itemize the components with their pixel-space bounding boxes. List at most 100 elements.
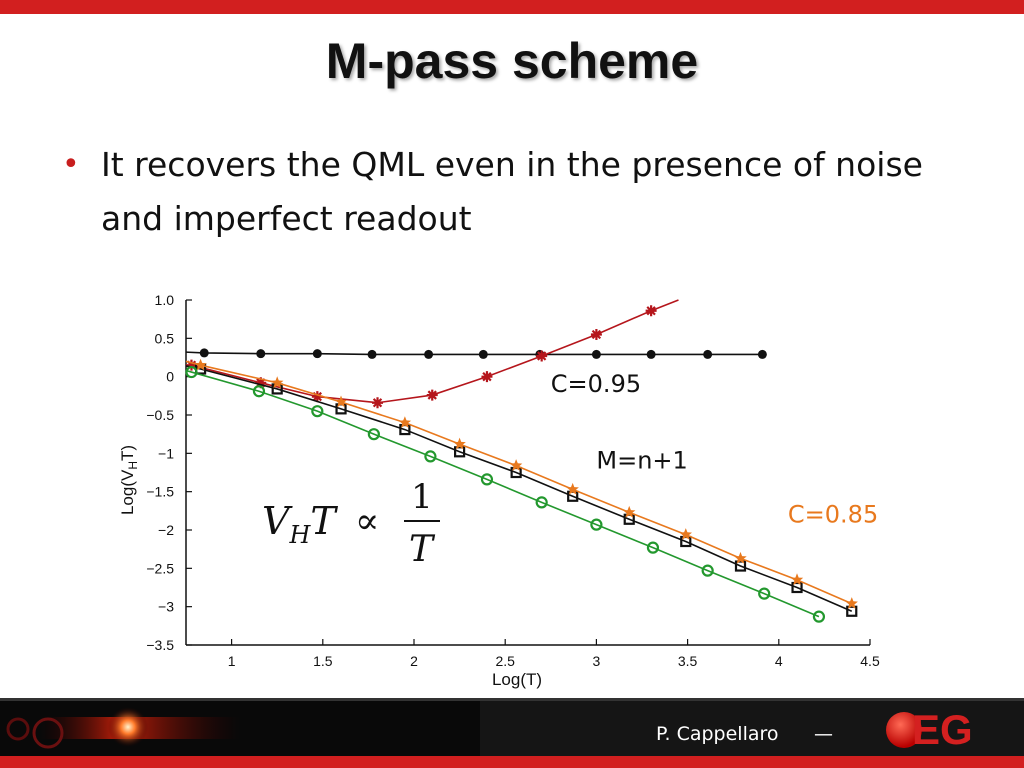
chart-axes: 1 1.5 2 2.5 3 3.5 4 4.5 1.0 0.5 0 −0.5 −1 −1.5 −2 −2.5 −… [146, 292, 880, 669]
data-point-circle [701, 564, 714, 577]
series-line [191, 299, 679, 404]
footer-separator: — [814, 723, 833, 745]
y-tick-label: −3 [158, 599, 174, 615]
chart-series [185, 363, 858, 617]
y-tick-label: 0 [166, 369, 174, 385]
data-point-star [734, 551, 747, 564]
x-tick-label: 4 [775, 653, 783, 669]
data-point-asterisk [185, 359, 197, 371]
data-point-asterisk [255, 377, 267, 389]
top-accent-bar [0, 0, 1024, 14]
data-point-circle [480, 473, 494, 486]
data-point-star [679, 528, 692, 540]
x-tick-label: 3 [593, 653, 601, 669]
data-point-asterisk [426, 389, 438, 401]
data-point-star [623, 505, 636, 518]
eg-logo: EG [882, 704, 982, 754]
chart-annotations: C=0.95 M=n+1 C=0.85 [551, 370, 878, 528]
x-tick-label: 1 [228, 653, 236, 669]
x-tick-label: 2 [410, 653, 418, 669]
data-point-dot [312, 349, 322, 359]
equation-t: T [310, 499, 338, 543]
chart-series [185, 365, 826, 623]
x-tick-label: 2.5 [495, 653, 515, 669]
footer: P. Cappellaro — [0, 698, 1024, 759]
annotation-label: C=0.85 [788, 500, 878, 528]
data-point-asterisk [311, 391, 323, 403]
data-point-asterisk [536, 350, 548, 362]
y-tick-label: −3.5 [146, 637, 174, 653]
logo-ball-icon [886, 712, 922, 748]
series-line [185, 360, 853, 605]
data-point-asterisk [590, 329, 602, 340]
bottom-accent-bar [0, 756, 1024, 768]
data-point-dot [367, 349, 377, 359]
bullet-text: It recovers the QML even in the presence… [101, 145, 923, 238]
chart-series-layer [185, 299, 858, 623]
data-point-star [510, 459, 523, 471]
data-point-dot [646, 349, 656, 359]
chart: 1 1.5 2 2.5 3 3.5 4 4.5 1.0 0.5 0 −0.5 −1 −1.5 −2 −2.5 −… [118, 292, 880, 689]
data-point-star [194, 358, 207, 371]
y-axis-label-sub: H [126, 461, 140, 470]
data-point-circle [252, 385, 266, 398]
data-point-circle [535, 496, 548, 509]
bullet-dot-icon: • [62, 147, 80, 182]
data-point-dot [199, 348, 209, 358]
equation-v: V [262, 499, 293, 543]
chart-series [185, 358, 858, 609]
data-point-circle [424, 450, 437, 463]
data-point-circle [311, 405, 324, 418]
data-point-asterisk [645, 305, 657, 317]
data-point-star [566, 482, 579, 495]
x-tick-label: 4.5 [860, 653, 880, 669]
footer-author: P. Cappellaro [656, 723, 779, 745]
data-point-star [398, 416, 412, 428]
data-point-square [846, 605, 858, 617]
y-tick-label: −2 [158, 522, 174, 538]
data-point-dot [478, 349, 488, 359]
data-point-star [790, 573, 804, 586]
data-point-asterisk [372, 397, 384, 409]
y-axis-label-suffix: T) [118, 445, 137, 461]
data-point-dot [757, 349, 767, 359]
chart-series [185, 348, 767, 359]
data-point-circle [367, 428, 380, 441]
data-point-circle [812, 610, 826, 623]
data-point-square [791, 581, 803, 594]
y-axis-label-main: Log(V [118, 469, 137, 515]
equation-denominator: T [409, 529, 436, 570]
data-point-circle [590, 518, 603, 531]
chart-series [185, 299, 679, 409]
data-point-star [845, 597, 858, 609]
x-axis-label: Log(T) [492, 670, 542, 689]
equation-numerator: 1 [411, 477, 433, 517]
logo-text: EG [912, 706, 973, 753]
data-point-dot [703, 349, 713, 359]
data-point-square [454, 446, 466, 458]
x-tick-label: 3.5 [678, 653, 698, 669]
slide-title: M-pass scheme [325, 33, 699, 89]
equation-h-sub: H [288, 521, 311, 549]
series-line [185, 365, 853, 613]
annotation-label: C=0.95 [551, 370, 641, 398]
data-point-circle [185, 365, 198, 379]
y-tick-label: −1.5 [146, 484, 174, 500]
data-point-dot [591, 349, 601, 359]
y-tick-label: −0.5 [146, 407, 174, 423]
data-point-star [271, 376, 284, 389]
data-point-dot [424, 349, 434, 359]
equation-prop: ∝ [355, 501, 379, 542]
data-point-circle [646, 541, 660, 554]
data-point-circle [758, 587, 771, 600]
data-point-asterisk [481, 371, 493, 383]
svg-text:VHT: VHT [262, 499, 338, 549]
y-tick-label: −2.5 [146, 560, 174, 576]
footer-glow-graphic [6, 707, 240, 749]
y-axis-label: Log(VHT) [118, 445, 140, 515]
series-line [185, 369, 820, 618]
y-tick-label: −1 [158, 445, 174, 461]
data-point-star [453, 437, 466, 450]
y-tick-label: 0.5 [155, 330, 175, 346]
y-tick-label: 1.0 [155, 292, 175, 308]
